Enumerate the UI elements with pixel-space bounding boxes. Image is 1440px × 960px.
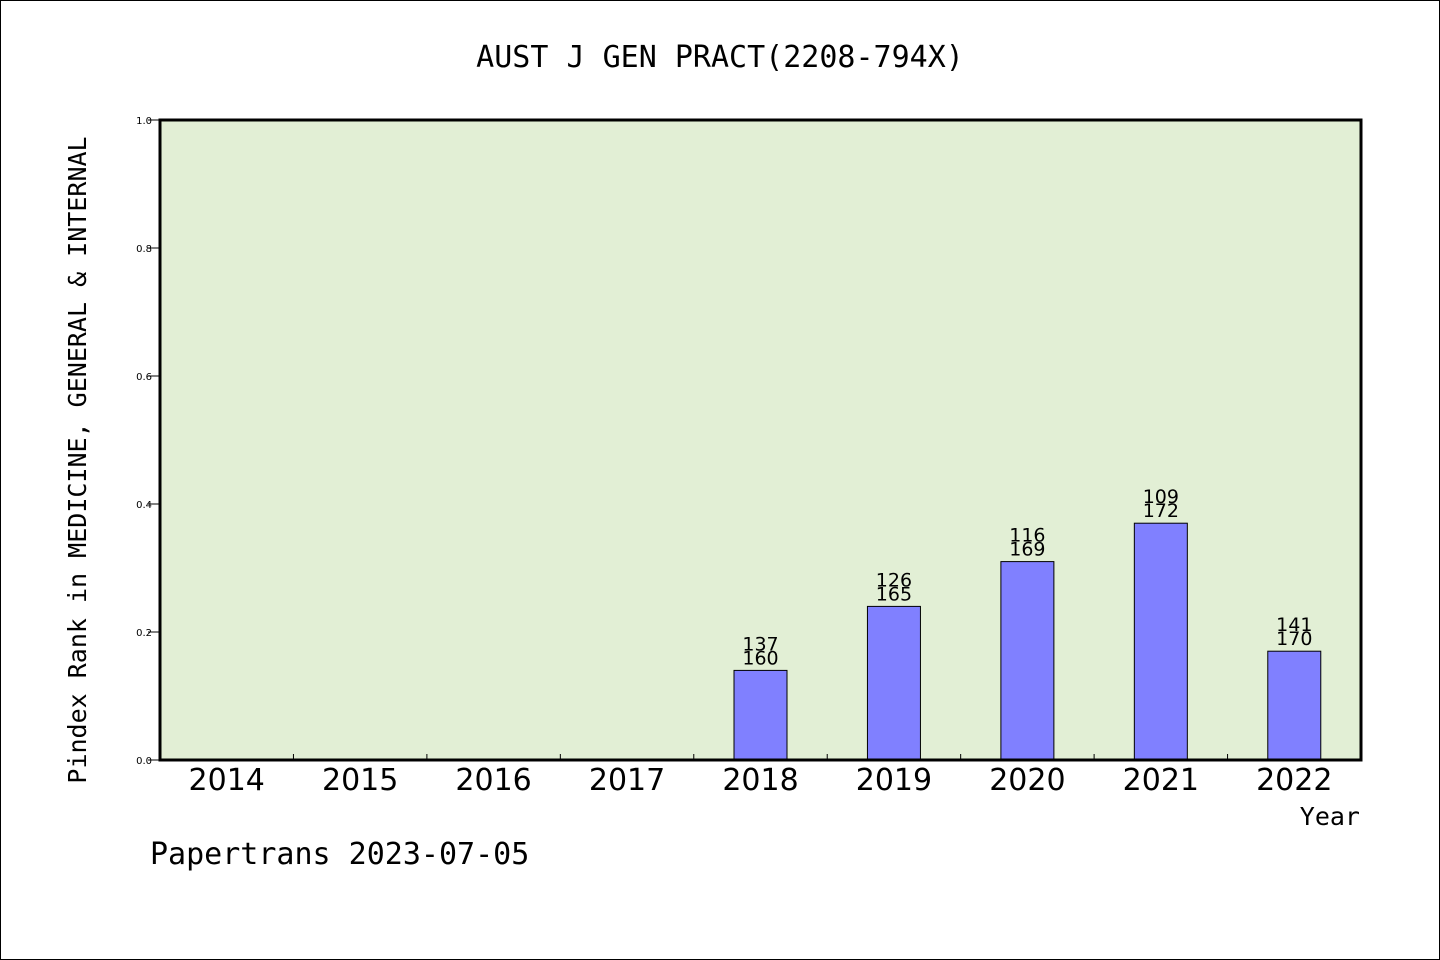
chart-title: AUST J GEN PRACT(2208-794X) bbox=[476, 40, 964, 75]
x-tick-label: 2021 bbox=[1123, 763, 1199, 798]
y-tick-label: 0.8 bbox=[136, 244, 152, 255]
total-label: 170 bbox=[1276, 628, 1312, 650]
x-tick-label: 2016 bbox=[455, 763, 531, 798]
rank-label: 109 bbox=[1143, 486, 1179, 508]
rank-label: 116 bbox=[1009, 525, 1045, 547]
rank-label: 126 bbox=[876, 569, 912, 591]
y-axis-label: Pindex Rank in MEDICINE, GENERAL & INTER… bbox=[63, 136, 92, 783]
rank-label: 137 bbox=[742, 633, 778, 655]
x-axis: 2014 2015 2016 2017 2018 2019 2020 2021 2022 bbox=[189, 754, 1332, 798]
y-axis: 0.0 0.2 0.4 0.6 0.8 1.0 bbox=[136, 116, 160, 767]
bar-2019 bbox=[866, 605, 921, 761]
rank-label: 141 bbox=[1276, 614, 1312, 636]
total-label: 160 bbox=[742, 647, 778, 669]
bar-2022 bbox=[1267, 650, 1322, 761]
bar-2018 bbox=[733, 669, 788, 761]
total-label: 169 bbox=[1009, 539, 1045, 561]
total-label: 165 bbox=[876, 583, 912, 605]
x-axis-label: Year bbox=[1300, 802, 1360, 831]
bar-series bbox=[733, 522, 1322, 761]
footer-credit: Papertrans 2023-07-05 bbox=[150, 837, 529, 872]
x-tick-label: 2018 bbox=[722, 763, 798, 798]
x-tick-label: 2019 bbox=[856, 763, 932, 798]
bar-2020 bbox=[1000, 561, 1055, 761]
x-tick-label: 2022 bbox=[1256, 763, 1332, 798]
plot-border bbox=[158, 118, 1363, 762]
y-tick-label: 0.4 bbox=[136, 500, 152, 511]
y-tick-label: 1.0 bbox=[136, 116, 152, 127]
x-tick-label: 2015 bbox=[322, 763, 398, 798]
x-tick-label: 2020 bbox=[989, 763, 1065, 798]
x-tick-label: 2014 bbox=[189, 763, 265, 798]
y-tick-label: 0.2 bbox=[136, 628, 152, 639]
total-label: 172 bbox=[1143, 500, 1179, 522]
bar-2021 bbox=[1133, 522, 1188, 761]
y-tick-label: 0.0 bbox=[136, 756, 152, 767]
x-tick-label: 2017 bbox=[589, 763, 665, 798]
y-tick-label: 0.6 bbox=[136, 372, 152, 383]
